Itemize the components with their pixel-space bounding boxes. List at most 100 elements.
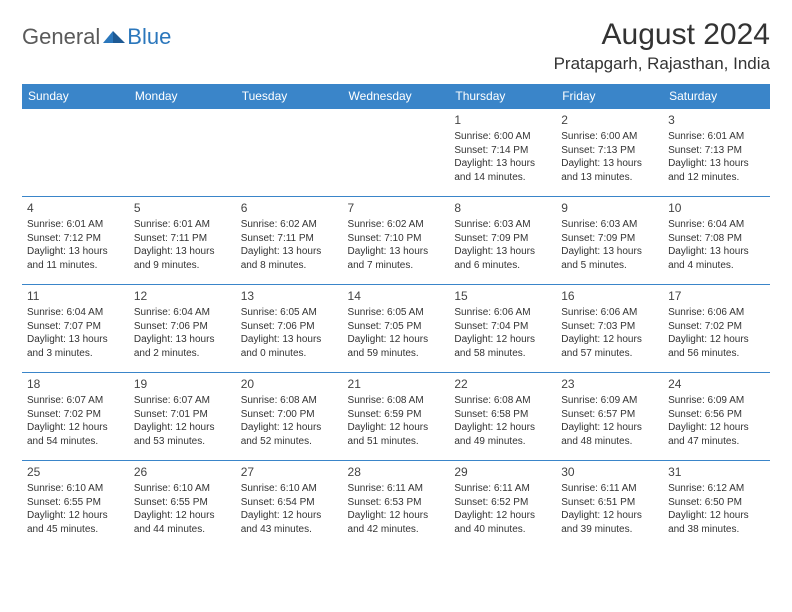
- sunset-text: Sunset: 7:01 PM: [134, 408, 231, 422]
- daylight-text: Daylight: 13 hours and 9 minutes.: [134, 245, 231, 272]
- sunset-text: Sunset: 7:12 PM: [27, 232, 124, 246]
- calendar-day-cell: 14 Sunrise: 6:05 AMSunset: 7:05 PMDayligh…: [343, 285, 450, 373]
- daylight-text: Daylight: 13 hours and 12 minutes.: [668, 157, 765, 184]
- daylight-text: Daylight: 12 hours and 58 minutes.: [454, 333, 551, 360]
- calendar-day-cell: 15Sunrise: 6:06 AMSunset: 7:04 PMDayligh…: [449, 285, 556, 373]
- day-info: Sunrise: 6:09 AMSunset: 6:56 PMDaylight:…: [668, 394, 765, 448]
- day-number: 30: [561, 465, 658, 479]
- sunrise-text: Sunrise: 6:10 AM: [134, 482, 231, 496]
- logo-triangle-icon: [103, 29, 125, 47]
- day-info: Sunrise: 6:00 AMSunset: 7:14 PMDaylight:…: [454, 130, 551, 184]
- day-info: Sunrise: 6:03 AMSunset: 7:09 PMDaylight:…: [561, 218, 658, 272]
- sunset-text: Sunset: 7:13 PM: [668, 144, 765, 158]
- day-info: Sunrise: 6:04 AMSunset: 7:07 PMDaylight:…: [27, 306, 124, 360]
- calendar-day-cell: 4 Sunrise: 6:01 AMSunset: 7:12 PMDaylight…: [22, 197, 129, 285]
- sunset-text: Sunset: 7:00 PM: [241, 408, 338, 422]
- daylight-text: Daylight: 12 hours and 52 minutes.: [241, 421, 338, 448]
- day-info: Sunrise: 6:04 AMSunset: 7:08 PMDaylight:…: [668, 218, 765, 272]
- sunrise-text: Sunrise: 6:03 AM: [454, 218, 551, 232]
- calendar-day-cell: 11Sunrise: 6:04 AMSunset: 7:07 PMDayligh…: [22, 285, 129, 373]
- sunset-text: Sunset: 6:50 PM: [668, 496, 765, 510]
- day-info: Sunrise: 6:01 AMSunset: 7:12 PMDaylight:…: [27, 218, 124, 272]
- logo-text-blue: Blue: [127, 24, 171, 50]
- day-info: Sunrise: 6:01 AMSunset: 7:13 PMDaylight:…: [668, 130, 765, 184]
- sunrise-text: Sunrise: 6:05 AM: [241, 306, 338, 320]
- weekday-header: Sunday: [22, 84, 129, 109]
- logo-text-general: General: [22, 24, 100, 50]
- sunset-text: Sunset: 6:56 PM: [668, 408, 765, 422]
- calendar-day-cell: 28Sunrise: 6:11 AMSunset: 6:53 PMDayligh…: [343, 461, 450, 549]
- sunrise-text: Sunrise: 6:04 AM: [668, 218, 765, 232]
- calendar-day-cell: 1Sunrise: 6:00 AMSunset: 7:14 PMDaylight…: [449, 109, 556, 197]
- calendar-day-cell: [236, 109, 343, 197]
- sunrise-text: Sunrise: 6:03 AM: [561, 218, 658, 232]
- location-subtitle: Pratapgarh, Rajasthan, India: [554, 54, 770, 74]
- calendar-day-cell: 10 Sunrise: 6:04 AMSunset: 7:08 PMDayligh…: [663, 197, 770, 285]
- daylight-text: Daylight: 13 hours and 13 minutes.: [561, 157, 658, 184]
- day-number: 10: [668, 201, 765, 215]
- sunset-text: Sunset: 7:05 PM: [348, 320, 445, 334]
- day-number: 22: [454, 377, 551, 391]
- day-info: Sunrise: 6:00 AMSunset: 7:13 PMDaylight:…: [561, 130, 658, 184]
- calendar-day-cell: 16Sunrise: 6:06 AMSunset: 7:03 PMDayligh…: [556, 285, 663, 373]
- sunrise-text: Sunrise: 6:06 AM: [668, 306, 765, 320]
- calendar-day-cell: 27Sunrise: 6:10 AMSunset: 6:54 PMDayligh…: [236, 461, 343, 549]
- day-info: Sunrise: 6:10 AMSunset: 6:54 PMDaylight:…: [241, 482, 338, 536]
- sunset-text: Sunset: 6:57 PM: [561, 408, 658, 422]
- calendar-day-cell: 20 Sunrise: 6:08 AMSunset: 7:00 PMDayligh…: [236, 373, 343, 461]
- day-info: Sunrise: 6:12 AMSunset: 6:50 PMDaylight:…: [668, 482, 765, 536]
- sunrise-text: Sunrise: 6:04 AM: [134, 306, 231, 320]
- day-number: 9: [561, 201, 658, 215]
- day-number: 17: [668, 289, 765, 303]
- sunrise-text: Sunrise: 6:09 AM: [561, 394, 658, 408]
- calendar-day-cell: 30Sunrise: 6:11 AMSunset: 6:51 PMDayligh…: [556, 461, 663, 549]
- daylight-text: Daylight: 12 hours and 43 minutes.: [241, 509, 338, 536]
- day-number: 4: [27, 201, 124, 215]
- sunset-text: Sunset: 7:07 PM: [27, 320, 124, 334]
- calendar-day-cell: 23Sunrise: 6:09 AMSunset: 6:57 PMDayligh…: [556, 373, 663, 461]
- calendar-day-cell: 8Sunrise: 6:03 AMSunset: 7:09 PMDaylight…: [449, 197, 556, 285]
- day-info: Sunrise: 6:05 AMSunset: 7:06 PMDaylight:…: [241, 306, 338, 360]
- day-number: 6: [241, 201, 338, 215]
- daylight-text: Daylight: 12 hours and 59 minutes.: [348, 333, 445, 360]
- daylight-text: Daylight: 12 hours and 39 minutes.: [561, 509, 658, 536]
- day-info: Sunrise: 6:06 AMSunset: 7:03 PMDaylight:…: [561, 306, 658, 360]
- sunrise-text: Sunrise: 6:08 AM: [348, 394, 445, 408]
- daylight-text: Daylight: 12 hours and 49 minutes.: [454, 421, 551, 448]
- sunrise-text: Sunrise: 6:05 AM: [348, 306, 445, 320]
- day-info: Sunrise: 6:06 AMSunset: 7:02 PMDaylight:…: [668, 306, 765, 360]
- sunrise-text: Sunrise: 6:00 AM: [454, 130, 551, 144]
- daylight-text: Daylight: 13 hours and 0 minutes.: [241, 333, 338, 360]
- daylight-text: Daylight: 12 hours and 56 minutes.: [668, 333, 765, 360]
- daylight-text: Daylight: 12 hours and 44 minutes.: [134, 509, 231, 536]
- sunset-text: Sunset: 7:03 PM: [561, 320, 658, 334]
- day-number: 20: [241, 377, 338, 391]
- sunset-text: Sunset: 7:02 PM: [27, 408, 124, 422]
- sunset-text: Sunset: 7:02 PM: [668, 320, 765, 334]
- daylight-text: Daylight: 13 hours and 4 minutes.: [668, 245, 765, 272]
- calendar-week-row: 1Sunrise: 6:00 AMSunset: 7:14 PMDaylight…: [22, 109, 770, 197]
- calendar-day-cell: 22Sunrise: 6:08 AMSunset: 6:58 PMDayligh…: [449, 373, 556, 461]
- weekday-header: Saturday: [663, 84, 770, 109]
- daylight-text: Daylight: 12 hours and 51 minutes.: [348, 421, 445, 448]
- sunrise-text: Sunrise: 6:11 AM: [348, 482, 445, 496]
- day-info: Sunrise: 6:08 AMSunset: 7:00 PMDaylight:…: [241, 394, 338, 448]
- daylight-text: Daylight: 13 hours and 7 minutes.: [348, 245, 445, 272]
- daylight-text: Daylight: 13 hours and 14 minutes.: [454, 157, 551, 184]
- daylight-text: Daylight: 13 hours and 11 minutes.: [27, 245, 124, 272]
- sunrise-text: Sunrise: 6:00 AM: [561, 130, 658, 144]
- day-number: 2: [561, 113, 658, 127]
- day-info: Sunrise: 6:10 AMSunset: 6:55 PMDaylight:…: [134, 482, 231, 536]
- calendar-day-cell: 18Sunrise: 6:07 AMSunset: 7:02 PMDayligh…: [22, 373, 129, 461]
- sunset-text: Sunset: 6:55 PM: [134, 496, 231, 510]
- calendar-day-cell: 25Sunrise: 6:10 AMSunset: 6:55 PMDayligh…: [22, 461, 129, 549]
- day-number: 26: [134, 465, 231, 479]
- weekday-header: Wednesday: [343, 84, 450, 109]
- calendar-day-cell: 31Sunrise: 6:12 AMSunset: 6:50 PMDayligh…: [663, 461, 770, 549]
- calendar-day-cell: 13Sunrise: 6:05 AMSunset: 7:06 PMDayligh…: [236, 285, 343, 373]
- day-number: 14: [348, 289, 445, 303]
- daylight-text: Daylight: 13 hours and 6 minutes.: [454, 245, 551, 272]
- calendar-day-cell: [129, 109, 236, 197]
- day-number: 12: [134, 289, 231, 303]
- sunrise-text: Sunrise: 6:01 AM: [668, 130, 765, 144]
